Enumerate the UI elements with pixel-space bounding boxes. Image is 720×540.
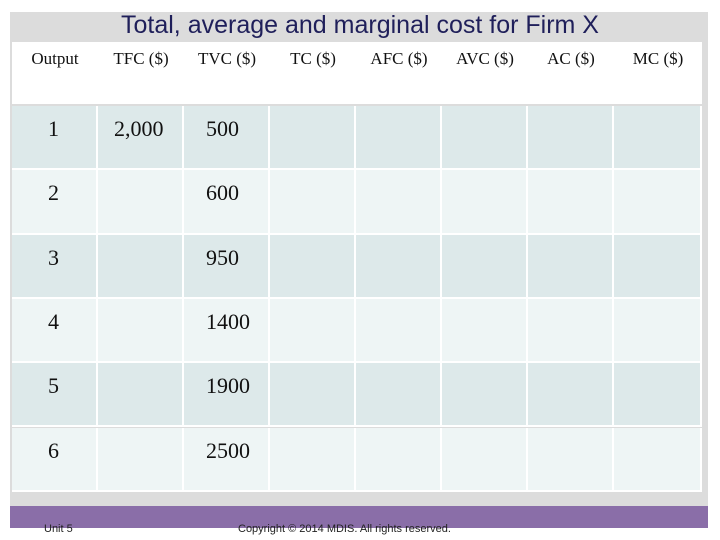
cell-empty bbox=[528, 298, 614, 364]
cell-empty bbox=[614, 298, 702, 364]
cell-output: 5 bbox=[12, 363, 98, 428]
header-mc: MC ($) bbox=[632, 49, 684, 68]
cell-empty bbox=[356, 298, 442, 364]
cell-tvc: 1900 bbox=[184, 363, 270, 428]
header-tfc: TFC ($) bbox=[113, 49, 169, 68]
header-afc: AFC ($) bbox=[370, 49, 428, 68]
cell-tvc: 600 bbox=[184, 170, 270, 235]
footer-unit: Unit 5 bbox=[44, 523, 73, 535]
cell-empty bbox=[270, 106, 356, 171]
cell-tfc bbox=[98, 427, 184, 492]
cell-tvc: 1400 bbox=[184, 298, 270, 364]
cell-tfc bbox=[98, 234, 184, 299]
cell-empty bbox=[270, 427, 356, 492]
cell-tvc: 500 bbox=[184, 106, 270, 171]
cell-empty bbox=[528, 234, 614, 299]
cell-empty bbox=[614, 234, 702, 299]
cell-empty bbox=[270, 363, 356, 428]
cell-empty bbox=[528, 427, 614, 492]
cell-empty bbox=[614, 363, 702, 428]
cell-empty bbox=[270, 234, 356, 299]
cell-output: 1 bbox=[12, 106, 98, 171]
cell-empty bbox=[442, 234, 528, 299]
cell-empty bbox=[442, 106, 528, 171]
cell-output: 6 bbox=[12, 427, 98, 492]
cell-empty bbox=[528, 170, 614, 235]
cell-empty bbox=[614, 170, 702, 235]
cell-tfc bbox=[98, 170, 184, 235]
cell-empty bbox=[442, 298, 528, 364]
cell-empty bbox=[442, 427, 528, 492]
footer-copyright: Copyright © 2014 MDIS. All rights reserv… bbox=[238, 523, 451, 535]
table-header-row: Output TFC ($) TVC ($) TC ($) AFC ($) AV… bbox=[12, 42, 702, 104]
cell-output: 3 bbox=[12, 234, 98, 299]
header-avc: AVC ($) bbox=[456, 49, 514, 68]
header-tc: TC ($) bbox=[290, 49, 336, 68]
slide-title: Total, average and marginal cost for Fir… bbox=[121, 11, 599, 39]
cell-empty bbox=[356, 234, 442, 299]
cell-empty bbox=[442, 363, 528, 428]
cell-empty bbox=[614, 427, 702, 492]
cell-empty bbox=[356, 427, 442, 492]
cell-empty bbox=[528, 363, 614, 428]
cell-tvc: 2500 bbox=[184, 427, 270, 492]
cell-empty bbox=[356, 106, 442, 171]
cell-tfc bbox=[98, 298, 184, 364]
cell-empty bbox=[270, 298, 356, 364]
header-output: Output bbox=[31, 49, 79, 68]
cell-empty bbox=[528, 106, 614, 171]
cost-table: 1 2,000 500 2 600 3 950 4 1400 5 1900 6 2500 bbox=[12, 106, 702, 492]
cell-tvc: 950 bbox=[184, 234, 270, 299]
cell-tfc: 2,000 bbox=[98, 106, 184, 171]
cell-empty bbox=[614, 106, 702, 171]
cell-output: 2 bbox=[12, 170, 98, 235]
cell-empty bbox=[356, 363, 442, 428]
cell-empty bbox=[442, 170, 528, 235]
header-ac: AC ($) bbox=[547, 49, 595, 68]
cell-tfc bbox=[98, 363, 184, 428]
cell-empty bbox=[270, 170, 356, 235]
cell-output: 4 bbox=[12, 298, 98, 364]
header-tvc: TVC ($) bbox=[197, 49, 257, 68]
slide-bottom-bar bbox=[10, 506, 708, 528]
cell-empty bbox=[356, 170, 442, 235]
